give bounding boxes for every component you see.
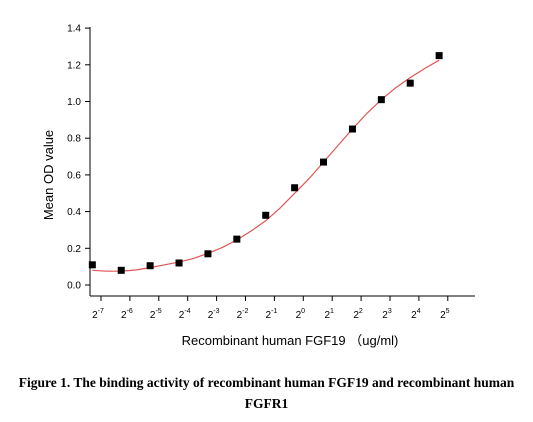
x-tick-label: 23 (382, 308, 392, 321)
y-ticks: 0.0 0.2 0.4 0.6 0.8 1.0 1.2 1.4 (67, 24, 90, 292)
y-tick-label: 0.0 (67, 281, 81, 292)
data-point (233, 235, 241, 243)
x-tick-label: 25 (440, 308, 450, 321)
x-tick-label: 20 (296, 308, 306, 321)
x-tick-label: 2-6 (121, 308, 133, 321)
caption-line-2: FGFR1 (244, 396, 289, 411)
chart: 0.0 0.2 0.4 0.6 0.8 1.0 1.2 1.4 2-7 2-6 2-5 2-4 2-3… (41, 24, 475, 348)
x-tick-label: 2-2 (237, 308, 249, 321)
y-tick-label: 0.6 (67, 170, 81, 181)
data-point (406, 79, 414, 87)
y-tick-label: 0.4 (67, 207, 81, 218)
data-point (262, 211, 270, 219)
x-tick-label: 24 (411, 308, 421, 321)
data-point (204, 250, 212, 258)
data-point (377, 96, 385, 104)
x-tick-label: 2-3 (208, 308, 220, 321)
caption-line-1: Figure 1. The binding activity of recomb… (18, 375, 515, 390)
y-axis-label: Mean OD value (41, 130, 56, 220)
data-point (146, 262, 154, 270)
y-tick-label: 1.0 (67, 97, 81, 108)
data-point (88, 261, 96, 269)
x-tick-label: 2-5 (150, 308, 162, 321)
fit-curve-line (92, 59, 440, 272)
data-point (175, 259, 183, 267)
x-tick-label: 21 (324, 308, 334, 321)
figure-caption: Figure 1. The binding activity of recomb… (0, 372, 533, 414)
x-tick-label: 2-1 (266, 308, 278, 321)
y-tick-label: 1.4 (67, 24, 81, 35)
x-axis-label: Recombinant human FGF19 （ug/ml) (182, 333, 399, 348)
y-tick-label: 0.2 (67, 244, 81, 255)
data-point (348, 125, 356, 133)
x-tick-label: 2-7 (92, 308, 104, 321)
axes (89, 27, 475, 297)
data-point (117, 266, 125, 274)
data-point (320, 158, 328, 166)
x-tick-label: 22 (353, 308, 363, 321)
data-point (435, 52, 443, 60)
x-tick-label: 2-4 (179, 308, 191, 321)
data-points (88, 52, 443, 274)
y-tick-label: 1.2 (67, 60, 81, 71)
x-ticks: 2-7 2-6 2-5 2-4 2-3 2-2 2-1 20 21 22 23 24 25 (92, 296, 450, 321)
y-tick-label: 0.8 (67, 134, 81, 145)
data-point (291, 184, 299, 192)
